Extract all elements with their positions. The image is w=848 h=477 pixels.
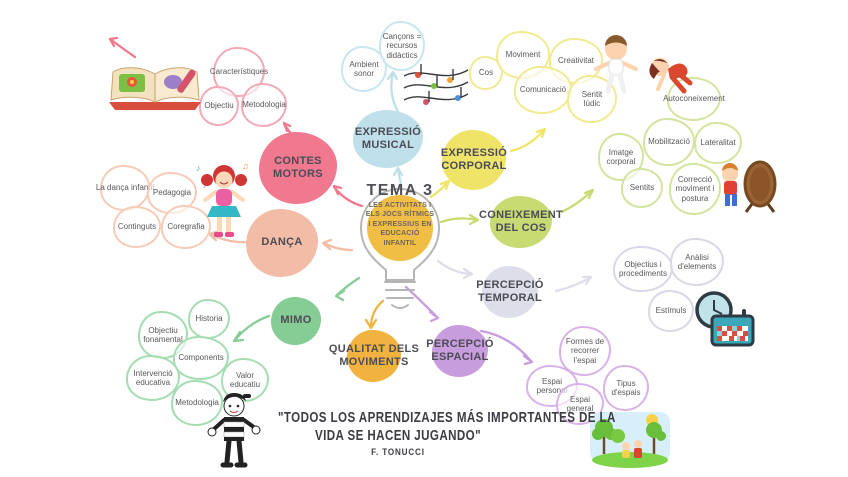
subtopic-label: Ambient sonor (349, 59, 379, 78)
topic-danca[interactable]: DANÇA (246, 209, 318, 277)
subtopic-label: Correcció moviment i postura (675, 175, 715, 203)
subtopic-label: Metodologia (175, 398, 219, 408)
subtopic-analisi-elements: Anàlisi d'elements (670, 238, 724, 286)
music-notes-illustration (403, 64, 469, 105)
storybook-illustration (109, 67, 201, 110)
subtopic-label: Objectiu fonamental (143, 325, 183, 344)
topic-percepcio-temporal[interactable]: PERCEPCIÓ TEMPORAL (476, 266, 543, 318)
subtopic-label: Creativitat (557, 56, 594, 66)
subtopic-label: Objectiu (204, 101, 234, 111)
mirror-boy-illustration (722, 160, 777, 213)
subtopic-formes-recorrer-espai: Formes de recorrer l'espai (559, 326, 611, 376)
subtopic-metodologia: Metodologia (241, 83, 287, 127)
subtopic-label: Tipus d'espais (611, 378, 641, 397)
subtopic-coregrafia: Coregrafia (161, 205, 211, 249)
subtopic-label: Espai personal (536, 376, 568, 395)
topic-label: CONEIXEMENT DEL COS (479, 208, 563, 234)
subtopic-label: Intervenció educativa (133, 368, 173, 387)
subtopic-mobilitzacio: Mobilització (643, 118, 695, 166)
subtopic-label: Continguts (117, 222, 157, 232)
subtopic-label: Lateralitat (700, 138, 736, 148)
topic-label: QUALITAT DELS MOVIMENTS (328, 342, 420, 368)
subtopic-objectiu: Objectiu (199, 86, 239, 126)
subtopic-label: Cançons = recursos didàctics (382, 32, 422, 60)
subtopic-intervencio-educativa: Intervenció educativa (126, 355, 180, 401)
subtopic-metodologia-mimo: Metodologia (171, 380, 223, 426)
subtopic-label: Sentits (629, 183, 655, 193)
arrow-temporal-to-subs (554, 275, 593, 293)
subtopic-continguts: Continguts (113, 206, 161, 248)
subtopic-label: La dança infantil (95, 183, 155, 193)
quote-line-2: VIDA SE HACEN JUGANDO" (315, 428, 481, 445)
topic-label: MIMO (280, 314, 312, 327)
arrow-center-to-danca (321, 238, 354, 252)
subtopic-label: Pedagogia (152, 188, 192, 198)
subtopic-label: Coregrafia (167, 222, 205, 232)
gymnastics-kids-illustration (594, 35, 693, 94)
topic-label: PERCEPCIÓ ESPACIAL (426, 337, 494, 363)
mime-illustration (207, 393, 261, 468)
center-topic-subtitle: LES ACTIVITATS I ELS JOCS RÍTMICS I EXPR… (365, 202, 435, 247)
subtopic-label: Mobilització (648, 137, 690, 147)
topic-coneixement-del-cos[interactable]: CONEIXEMENT DEL COS (479, 196, 563, 248)
arrow-musical-to-subs (386, 70, 400, 114)
park-illustration (590, 412, 670, 468)
subtopic-label: Valor educatiu (229, 370, 261, 389)
subtopic-estimuls: Estímuls (648, 290, 694, 332)
quote-author: F. TONUCCI (371, 447, 425, 459)
quote-block: "TODOS LOS APRENDIZAJES MÁS IMPORTANTES … (248, 409, 616, 459)
subtopic-tipus-espais: Tipus d'espais (603, 365, 649, 411)
svg-text:♪: ♪ (196, 163, 201, 173)
topic-label: EXPRESSIÓ CORPORAL (440, 146, 508, 172)
subtopic-label: Objectius i procediments (618, 259, 668, 278)
subtopic-label: Espai general (566, 394, 594, 413)
quote-line-1: "TODOS LOS APRENDIZAJES MÁS IMPORTANTES … (278, 410, 616, 426)
subtopic-label: Moviment (505, 50, 541, 60)
subtopic-cos: Cos (469, 56, 503, 90)
subtopic-espai-general: Espai general (556, 383, 604, 425)
subtopic-label: Formes de recorrer l'espai (565, 337, 605, 365)
dancing-girl-illustration: ♪ ♫ ♪ (196, 161, 249, 237)
subtopic-label: Cos (478, 68, 494, 78)
subtopic-label: Comunicació (519, 85, 567, 95)
subtopic-label: Historia (195, 314, 223, 324)
topic-percepcio-espacial[interactable]: PERCEPCIÓ ESPACIAL (426, 325, 493, 377)
subtopic-cancons: Cançons = recursos didàctics (379, 21, 425, 71)
topic-mimo[interactable]: MIMO (271, 297, 321, 345)
subtopic-lateralitat: Lateralitat (694, 122, 742, 164)
subtopic-label: Estímuls (655, 306, 687, 316)
topic-label: PERCEPCIÓ TEMPORAL (476, 278, 544, 304)
svg-text:♪: ♪ (203, 183, 207, 190)
subtopic-sentits: Sentits (621, 168, 663, 208)
subtopic-label: Imatge corporal (606, 147, 636, 166)
subtopic-label: Components (178, 353, 224, 363)
subtopic-comunicacio: Comunicació (514, 66, 572, 114)
subtopic-correccio-moviment-postura: Correcció moviment i postura (669, 163, 721, 215)
topic-qualitat-dels-moviments[interactable]: QUALITAT DELS MOVIMENTS (329, 330, 419, 382)
topic-label: EXPRESSIÓ MUSICAL (354, 125, 422, 151)
topic-expressio-corporal[interactable]: EXPRESSIÓ CORPORAL (441, 130, 507, 190)
subtopic-label: Autoconeixement (663, 94, 725, 104)
lightbulb-icon (359, 188, 441, 309)
topic-label: CONTES MOTORS (273, 154, 323, 180)
subtopic-components: Components (173, 336, 229, 380)
topic-label: DANÇA (261, 236, 303, 249)
subtopic-label: Sentit lúdic (581, 89, 603, 108)
subtopic-label: Metodologia (242, 100, 286, 110)
subtopic-label: Anàlisi d'elements (677, 252, 717, 271)
subtopic-objectius-procediments: Objectius i procediments (613, 246, 673, 292)
center-topic-title[interactable]: TEMA 3 (366, 182, 434, 199)
arrow-mimo-to-subs (232, 314, 271, 343)
clock-calendar-illustration (695, 291, 755, 347)
subtopic-la-danca-infantil: La dança infantil (96, 165, 154, 211)
subtopic-label: Característiques (209, 67, 269, 77)
topic-contes-motors[interactable]: CONTES MOTORS (259, 132, 337, 204)
svg-text:♫: ♫ (242, 161, 249, 171)
topic-expressio-musical[interactable]: EXPRESSIÓ MUSICAL (353, 110, 423, 168)
